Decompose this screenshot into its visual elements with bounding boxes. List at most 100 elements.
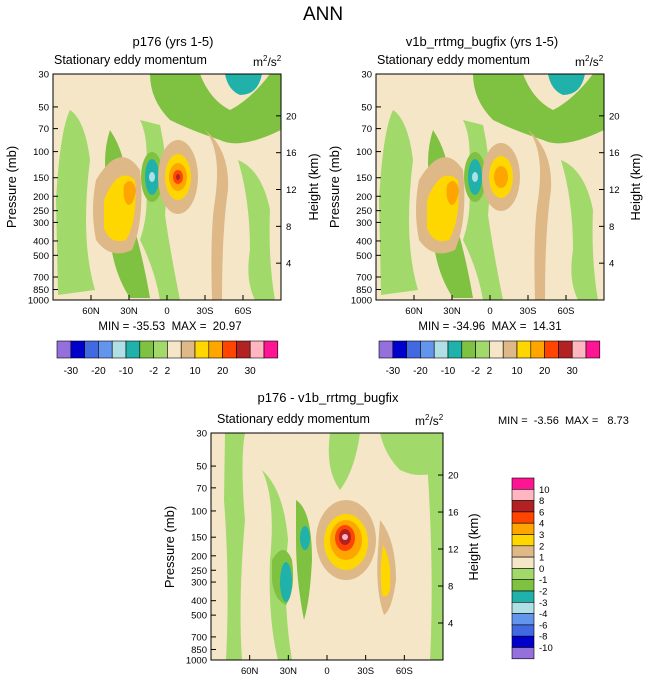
y-tick-label: 70 [38,124,49,135]
height-axis-label: Height (km) [466,513,481,580]
y-tick-label: 250 [33,206,49,217]
colorbar-box [511,624,535,637]
x-tick-label: 60S [396,666,413,677]
x-tick-label: 0 [487,306,492,317]
colorbar-box [511,545,535,558]
y-tick-label: 30 [38,70,49,81]
height-tick-label: 8 [286,222,291,233]
colorbar-box [475,340,490,359]
colorbar-label: 20 [217,366,229,377]
colorbar-box [194,340,210,359]
colorbar-label: 30 [567,366,579,377]
colorbar-label: 6 [539,507,544,518]
height-axis-ticks: 4 8 12 16 20 [599,111,620,270]
colorbar-label: -2 [539,587,547,598]
shade-negative [238,160,275,300]
y-tick-label: 250 [191,566,207,577]
colorbar-box [511,647,535,660]
colorbar-box [511,556,535,569]
height-axis-ticks: 4 8 12 16 20 [276,111,297,270]
x-tick-label: 60N [241,666,259,677]
shade-negative [548,74,585,95]
colorbar-label: 2 [539,541,544,552]
height-tick-label: 4 [448,619,453,630]
colorbar-box [489,340,504,359]
colorbar-label: 1 [539,553,544,564]
height-axis-label: Height (km) [628,153,643,220]
y-tick-label: 850 [356,285,372,296]
colorbar-box [378,340,394,359]
height-tick-label: 8 [448,582,453,593]
y-tick-label: 300 [191,578,207,589]
height-axis-ticks: 4 8 12 16 20 [438,471,459,630]
colorbar-box [511,522,535,535]
colorbar-label: 30 [245,366,257,377]
x-tick-label: 60N [405,306,423,317]
y-tick-label: 700 [356,273,372,284]
shade-negative [224,433,245,660]
x-tick-label: 0 [164,306,169,317]
x-tick-label: 0 [324,666,329,677]
shade-positive [123,181,136,205]
colorbar-label: -3 [539,598,547,609]
colorbar-label: -6 [539,620,547,631]
colorbar-label: 2 [487,366,493,377]
contour-plot [375,73,605,301]
panel-p176: p176 (yrs 1-5) Stationary eddy momentum … [4,34,321,333]
x-tick-label: 30S [197,306,214,317]
height-tick-label: 4 [609,259,614,270]
x-tick-label: 60S [558,306,575,317]
colorbar-box [511,568,535,581]
colorbar-box [70,340,85,359]
height-tick-label: 20 [286,111,297,122]
panel-v1b-rrtmg-bugfix: v1b_rrtmg_bugfix (yrs 1-5) Stationary ed… [327,34,643,333]
colorbar-box [420,340,435,359]
colorbar-box [263,340,279,359]
colorbar-box [511,500,535,513]
colorbar-label: 8 [539,496,544,507]
colorbar-label: 3 [539,530,544,541]
height-tick-label: 16 [609,148,620,159]
panel-title: p176 (yrs 1-5) [133,34,214,49]
x-tick-label: 30S [520,306,537,317]
height-tick-label: 12 [609,185,620,196]
colorbar-left: -30 -20 -10 -2 2 10 20 30 [56,340,279,377]
min-max-text: MIN = -3.56 MAX = 8.73 [498,415,629,427]
colorbar-box [167,340,182,359]
colorbar-label: -2 [149,366,158,377]
colorbar-label: -20 [413,366,428,377]
colorbar-right: -30 -20 -10 -2 2 10 20 30 [378,340,601,377]
x-tick-label: 60N [82,306,100,317]
y-tick-label: 70 [361,124,372,135]
y-tick-label: 100 [33,147,49,158]
height-tick-label: 12 [448,545,459,556]
y-tick-label: 250 [356,206,372,217]
colorbar-box [558,340,573,359]
height-tick-label: 20 [609,111,620,122]
height-tick-label: 4 [286,259,291,270]
height-tick-label: 16 [286,148,297,159]
y-tick-label: 850 [191,645,207,656]
panel-subtitle: Stationary eddy momentum [217,412,370,426]
colorbar-box [511,590,535,603]
y-tick-label: 50 [196,462,207,473]
colorbar-label: -4 [539,609,547,620]
shade-negative [425,433,443,660]
colorbar-label: 20 [539,366,551,377]
y-tick-label: 400 [191,596,207,607]
colorbar-box [392,340,407,359]
colorbar-label: -10 [119,366,134,377]
x-axis-ticks: 60N 30N 0 30S 60S [241,655,413,677]
colorbar-box [511,579,535,592]
shade-positive [446,181,459,205]
colorbar-box [461,340,476,359]
x-tick-label: 60S [235,306,252,317]
y-tick-label: 500 [191,611,207,622]
colorbar-box [571,340,587,359]
panel-subtitle: Stationary eddy momentum [54,53,207,67]
y-tick-label: 1000 [28,296,49,307]
main-title: ANN [303,4,343,25]
x-axis-ticks: 60N 30N 0 30S 60S [405,295,574,317]
